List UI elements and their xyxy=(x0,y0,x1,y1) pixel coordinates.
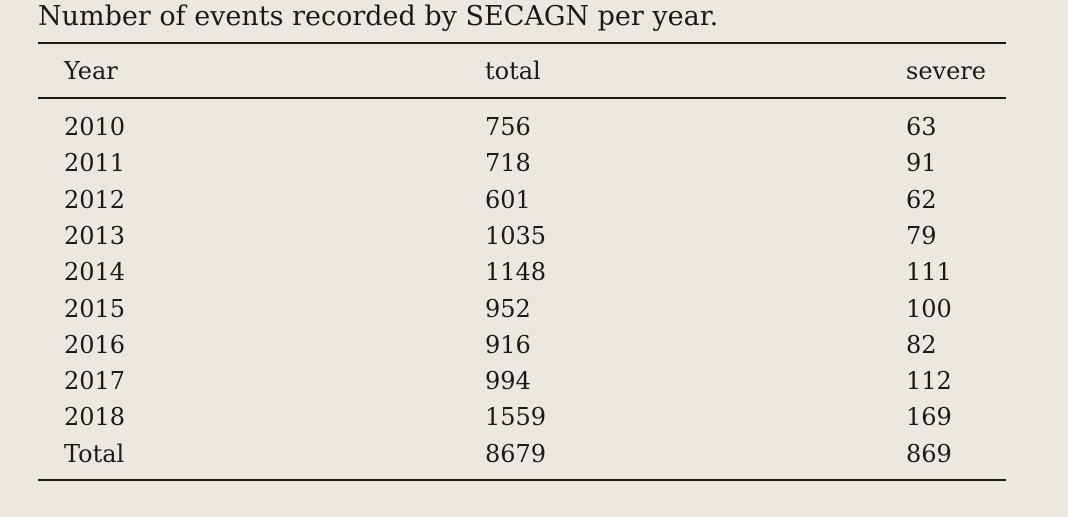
header-year: Year xyxy=(64,57,118,85)
cell-severe: 111 xyxy=(906,258,952,287)
cell-year: 2013 xyxy=(64,221,126,250)
cell-total: 756 xyxy=(485,113,531,141)
cell-year: 2018 xyxy=(64,403,126,432)
cell-year: 2015 xyxy=(64,294,126,323)
header-total: total xyxy=(485,57,541,85)
header-rule xyxy=(38,97,1006,99)
cell-severe: 112 xyxy=(906,367,952,396)
cell-total: 952 xyxy=(485,294,531,323)
top-rule xyxy=(38,42,1006,44)
cell-severe: 169 xyxy=(906,403,952,432)
cell-total: 1148 xyxy=(485,258,547,287)
cell-severe: 100 xyxy=(906,294,952,323)
table-caption: Number of events recorded by SECAGN per … xyxy=(38,1,719,32)
cell-year: 2014 xyxy=(64,258,126,287)
cell-severe: 91 xyxy=(906,149,937,178)
cell-severe: 82 xyxy=(906,330,937,359)
cell-severe: 869 xyxy=(906,439,952,468)
cell-severe: 79 xyxy=(906,221,937,250)
cell-severe: 62 xyxy=(906,185,937,214)
cell-year: 2016 xyxy=(64,330,126,359)
cell-total: 1035 xyxy=(485,221,547,250)
cell-total: 994 xyxy=(485,367,531,396)
cell-total: 601 xyxy=(485,185,531,214)
cell-total: 718 xyxy=(485,149,531,178)
cell-year: Total xyxy=(64,439,125,468)
cell-year: 2012 xyxy=(64,185,126,214)
cell-total: 1559 xyxy=(485,403,547,432)
cell-year: 2010 xyxy=(64,113,126,141)
cell-total: 916 xyxy=(485,330,531,359)
cell-severe: 63 xyxy=(906,113,937,141)
header-severe: severe xyxy=(906,57,986,85)
cell-year: 2017 xyxy=(64,367,126,396)
cell-total: 8679 xyxy=(485,439,547,468)
bottom-rule xyxy=(38,479,1006,481)
cell-year: 2011 xyxy=(64,149,126,178)
